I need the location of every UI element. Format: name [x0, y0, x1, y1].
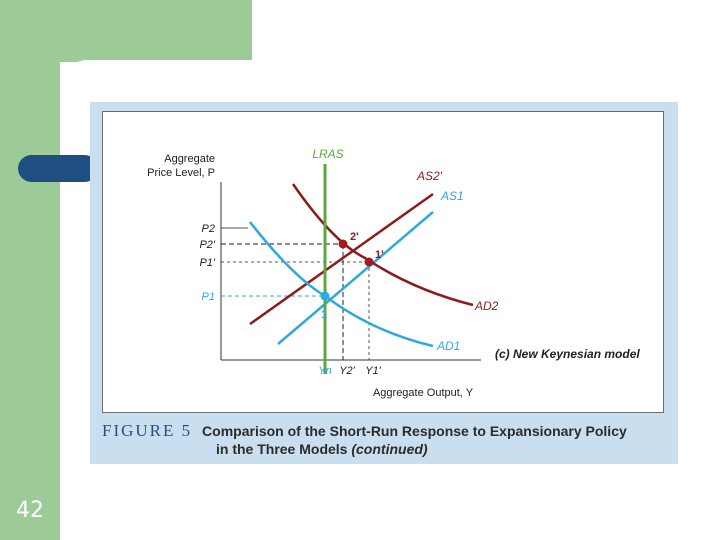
ad1-label: AD1: [436, 339, 460, 353]
caption-line2-text: in the Three Models: [216, 441, 348, 457]
output-label-y1-prime: Y1': [365, 365, 381, 377]
caption-line2: in the Three Models (continued): [102, 440, 672, 458]
figure-number: FIGURE 5: [102, 421, 193, 440]
slide-number: 42: [16, 498, 44, 523]
as1-curve: [249, 192, 434, 326]
ad2-label: AD2: [474, 299, 499, 313]
y-axis-label-line2: Price Level, P: [147, 167, 215, 179]
price-label-p2: P2: [202, 223, 215, 235]
caption-suffix: (continued): [351, 441, 428, 457]
price-label-p1-prime: P1': [199, 257, 215, 269]
point-label-1: 1: [321, 309, 327, 321]
point-label-2-prime: 2': [350, 231, 359, 243]
output-label-y2-prime: Y2': [339, 365, 355, 377]
output-label-yn: Yn: [318, 365, 331, 377]
ad-as-diagram: Aggregate Price Level, P LRAS: [147, 147, 640, 399]
point-1: [320, 291, 330, 301]
figure-caption: FIGURE 5 Comparison of the Short-Run Res…: [102, 422, 672, 458]
green-sidebar: [0, 0, 60, 540]
as2-curve: [277, 211, 434, 345]
figure-frame: Aggregate Price Level, P LRAS: [90, 102, 678, 464]
ad2-curve: [291, 183, 474, 307]
green-header-block: [60, 0, 252, 62]
price-label-p1: P1: [202, 291, 215, 303]
panel-label: (c) New Keynesian model: [495, 347, 640, 361]
lras-label: LRAS: [312, 147, 343, 161]
point-2-prime: [338, 239, 348, 249]
y-axis-label-line1: Aggregate: [164, 153, 215, 165]
blue-tab-decoration: [18, 155, 98, 182]
as2-label: AS2': [416, 169, 443, 183]
x-axis-label: Aggregate Output, Y: [373, 387, 474, 399]
point-label-1-prime: 1': [375, 249, 384, 261]
diagram-panel: Aggregate Price Level, P LRAS: [102, 111, 664, 413]
point-1-prime: [364, 257, 374, 267]
caption-title: Comparison of the Short-Run Response to …: [202, 423, 627, 439]
price-label-p2-prime: P2': [199, 239, 215, 251]
as1-label: AS1: [440, 189, 464, 203]
